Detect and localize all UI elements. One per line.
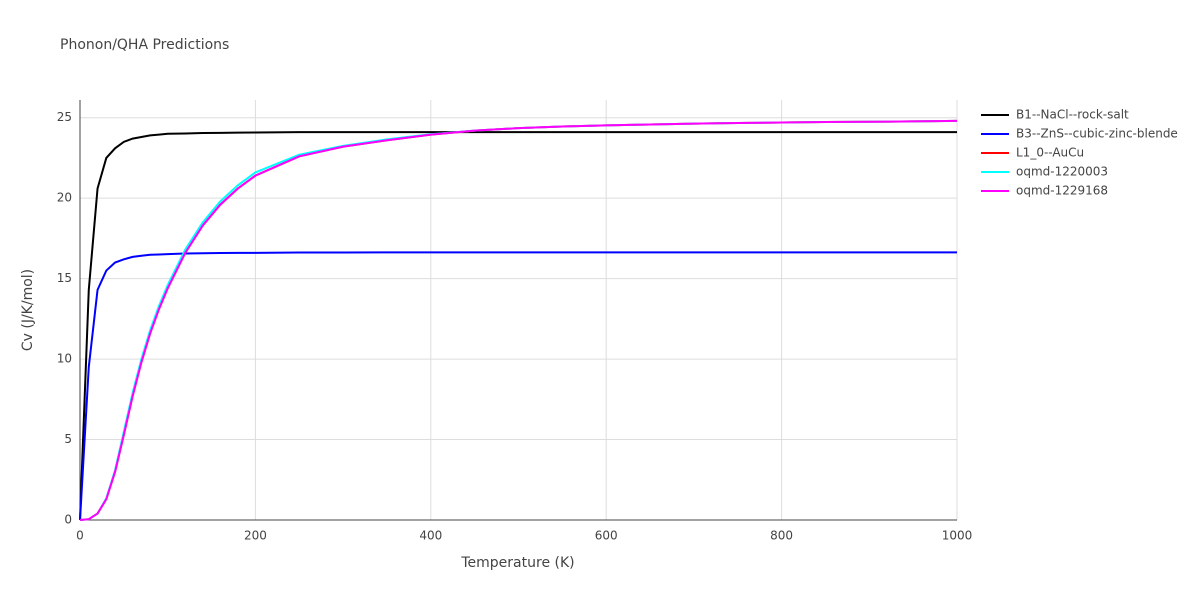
y-tick-label: 10 xyxy=(57,352,72,366)
y-tick-label: 5 xyxy=(64,432,72,446)
series-line xyxy=(79,119,958,521)
y-tick-label: 0 xyxy=(64,513,72,527)
legend-label: B3--ZnS--cubic-zinc-blende xyxy=(1016,127,1178,141)
legend-label: B1--NaCl--rock-salt xyxy=(1016,108,1129,122)
x-axis-label: Temperature (K) xyxy=(460,555,574,571)
legend-label: L1_0--AuCu xyxy=(1016,146,1084,160)
x-tick-label: 0 xyxy=(76,529,84,543)
x-tick-label: 200 xyxy=(244,529,267,543)
legend-label: oqmd-1220003 xyxy=(1016,165,1108,179)
x-tick-label: 1000 xyxy=(942,529,973,543)
series-line xyxy=(79,131,957,521)
y-tick-label: 20 xyxy=(57,191,72,205)
series-line xyxy=(79,251,957,521)
y-axis-label: Cv (J/K/mol) xyxy=(20,269,36,351)
x-tick-label: 400 xyxy=(419,529,442,543)
series-line xyxy=(79,119,958,521)
chart-title: Phonon/QHA Predictions xyxy=(60,37,229,53)
y-tick-label: 15 xyxy=(57,271,72,285)
x-tick-label: 800 xyxy=(770,529,793,543)
x-tick-label: 600 xyxy=(595,529,618,543)
y-tick-label: 25 xyxy=(57,110,72,124)
legend-label: oqmd-1229168 xyxy=(1016,184,1108,198)
series-line xyxy=(79,119,958,521)
